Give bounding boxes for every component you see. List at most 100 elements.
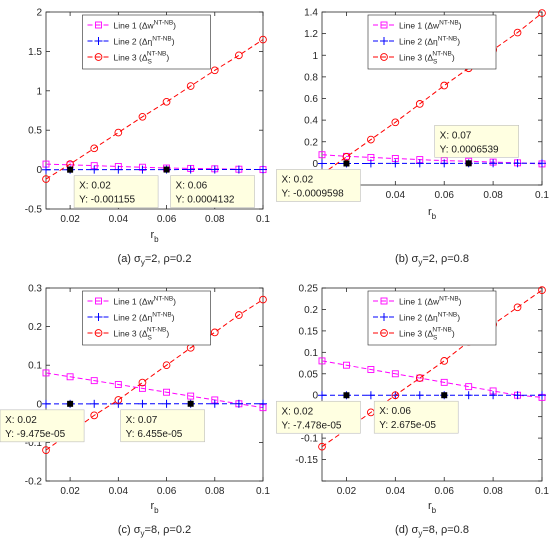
- data-point-circle: [513, 303, 522, 312]
- datatip-2[interactable]: X: 0.06 Y: 2.675e-05: [373, 392, 459, 434]
- data-point-circle: [415, 374, 424, 382]
- data-point-circle: [114, 396, 123, 404]
- legend-label: Line 1 (ΔwNT-NB): [399, 296, 462, 307]
- data-point-plus: [210, 165, 219, 174]
- data-point-plus: [138, 165, 147, 174]
- panel-caption: (a) σy=2, ρ=0.2: [118, 253, 192, 267]
- datatip-1[interactable]: X: 0.02 Y: -0.001155: [67, 166, 159, 208]
- legend-label: Line 1 (ΔwNT-NB): [114, 296, 177, 307]
- x-tick-label: 0.1: [535, 486, 549, 497]
- data-point-circle: [235, 311, 243, 319]
- x-tick-label: 0.04: [386, 190, 406, 201]
- data-point-plus: [138, 399, 147, 408]
- x-tick-label: 0.08: [205, 214, 225, 225]
- series-line: [45, 163, 264, 171]
- data-point-plus: [440, 159, 449, 168]
- legend-box: [82, 14, 211, 70]
- data-point-plus: [90, 165, 99, 174]
- data-point-square: [66, 373, 74, 381]
- data-point-circle: [342, 153, 351, 161]
- data-point-square: [367, 366, 375, 373]
- data-point-circle: [259, 295, 267, 304]
- legend-label: Line 1 (ΔwNT-NB): [114, 20, 177, 31]
- y-tick-label: 2: [36, 8, 42, 19]
- y-tick-label: 0.05: [299, 369, 319, 380]
- data-point-plus: [489, 159, 498, 168]
- datatip-2[interactable]: X: 0.07 Y: 6.455e-05: [120, 400, 205, 443]
- data-point-plus: [114, 165, 123, 174]
- data-point-square: [440, 378, 448, 386]
- legend: Line 1 (ΔwNT-NB) Line 2 (ΔηNT-NB) Line 3 (…: [367, 14, 497, 70]
- data-point-circle: [513, 28, 522, 37]
- legend-marker-plus: [94, 37, 103, 45]
- data-point-square: [187, 392, 195, 400]
- x-axis-label-main: r: [428, 500, 432, 512]
- data-point-circle: [210, 328, 219, 337]
- x-axis-label: rb: [428, 500, 437, 515]
- datatip-x-text: X: 0.02: [79, 181, 111, 192]
- y-tick-label: 0.2: [304, 305, 318, 316]
- data-point-circle: [367, 135, 375, 144]
- legend-label: Line 2 (ΔηNT-NB): [399, 312, 460, 323]
- chart-panel-1: 0.02 0.04 0.06 0.08 0.1 -0.5 0 0.5 1 1.5 2 rb Line 1…: [25, 8, 271, 268]
- legend-label: Line 2 (ΔηNT-NB): [114, 312, 175, 323]
- panel-caption: (b) σy=2, ρ=0.8: [395, 253, 469, 267]
- chart-panel-4: 0.020.040.060.080.1-0.15-0.1-0.0500.050.…: [276, 284, 549, 538]
- datatip-1[interactable]: X: 0.02 Y: -0.0009598: [276, 160, 361, 202]
- legend-item-3: Line 3 (ΔSNT-NB): [87, 327, 170, 342]
- data-point-plus: [366, 159, 375, 168]
- data-point-plus: [186, 165, 195, 174]
- datatip-x-text: X: 0.06: [379, 406, 411, 417]
- y-tick-label: 0.5: [28, 126, 42, 137]
- data-point-circle: [538, 286, 546, 294]
- legend: Line 1 (ΔwNT-NB) Line 2 (ΔηNT-NB) Line 3 (…: [82, 14, 211, 70]
- data-point-plus: [42, 165, 50, 174]
- datatip-2[interactable]: X: 0.07 Y: 0.0006539: [434, 125, 519, 167]
- datatip-box: [276, 169, 361, 202]
- data-point-square: [163, 388, 171, 396]
- data-point-plus: [366, 391, 375, 400]
- datatip-y-text: Y: -0.001155: [79, 195, 135, 206]
- datatip-marker: [163, 166, 170, 173]
- x-axis-label: rb: [150, 500, 159, 515]
- datatip-1[interactable]: X: 0.02 Y: -9.475e-05: [0, 400, 85, 443]
- data-point-plus: [259, 399, 267, 408]
- x-tick-label: 0.08: [205, 486, 225, 497]
- data-point-circle: [391, 391, 400, 400]
- data-point-plus: [162, 399, 171, 408]
- datatip-y-text: Y: -0.0009598: [281, 188, 344, 199]
- data-point-square: [318, 151, 326, 159]
- chart-panel-3: 0.02 0.04 0.06 0.08 0.1 -0.2 -0.1 0 0.1 0.2 0.3 rb L…: [0, 284, 270, 538]
- data-point-square: [114, 381, 122, 388]
- data-point-square: [465, 383, 473, 391]
- legend-box: [367, 290, 497, 346]
- legend-item-2: Line 2 (ΔηNT-NB): [373, 36, 460, 47]
- data-point-square: [138, 384, 146, 392]
- y-tick-label: 1.2: [304, 29, 318, 40]
- x-axis-label-main: r: [428, 206, 432, 218]
- datatip-marker: [465, 160, 472, 167]
- datatip-marker: [67, 400, 74, 407]
- legend-item-3: Line 3 (ΔSNT-NB): [373, 327, 455, 342]
- datatip-2[interactable]: X: 0.06 Y: 0.0004132: [163, 166, 255, 208]
- data-point-plus: [489, 391, 498, 400]
- legend-item-3: Line 3 (ΔSNT-NB): [373, 51, 455, 66]
- y-tick-label: 0.8: [304, 72, 318, 83]
- series-line: [45, 39, 264, 180]
- legend-label: Line 2 (ΔηNT-NB): [399, 36, 460, 47]
- x-tick-label: 0.02: [337, 486, 357, 497]
- data-point-plus: [391, 159, 400, 168]
- x-axis-label-sub: b: [154, 506, 159, 515]
- data-point-circle: [90, 144, 99, 153]
- datatip-x-text: X: 0.02: [281, 174, 313, 185]
- data-point-plus: [114, 399, 123, 408]
- datatip-x-text: X: 0.07: [126, 415, 158, 426]
- legend-label: Line 3 (ΔSNT-NB): [399, 51, 455, 66]
- data-point-plus: [90, 399, 99, 408]
- legend-label: Line 3 (ΔSNT-NB): [114, 327, 170, 342]
- datatip-1[interactable]: X: 0.02 Y: -7.478e-05: [276, 392, 361, 434]
- data-point-circle: [90, 411, 99, 420]
- chart-panel-2: 0.020.040.060.080.100.20.40.60.811.21.4r…: [276, 8, 549, 267]
- datatip-x-text: X: 0.02: [281, 406, 313, 417]
